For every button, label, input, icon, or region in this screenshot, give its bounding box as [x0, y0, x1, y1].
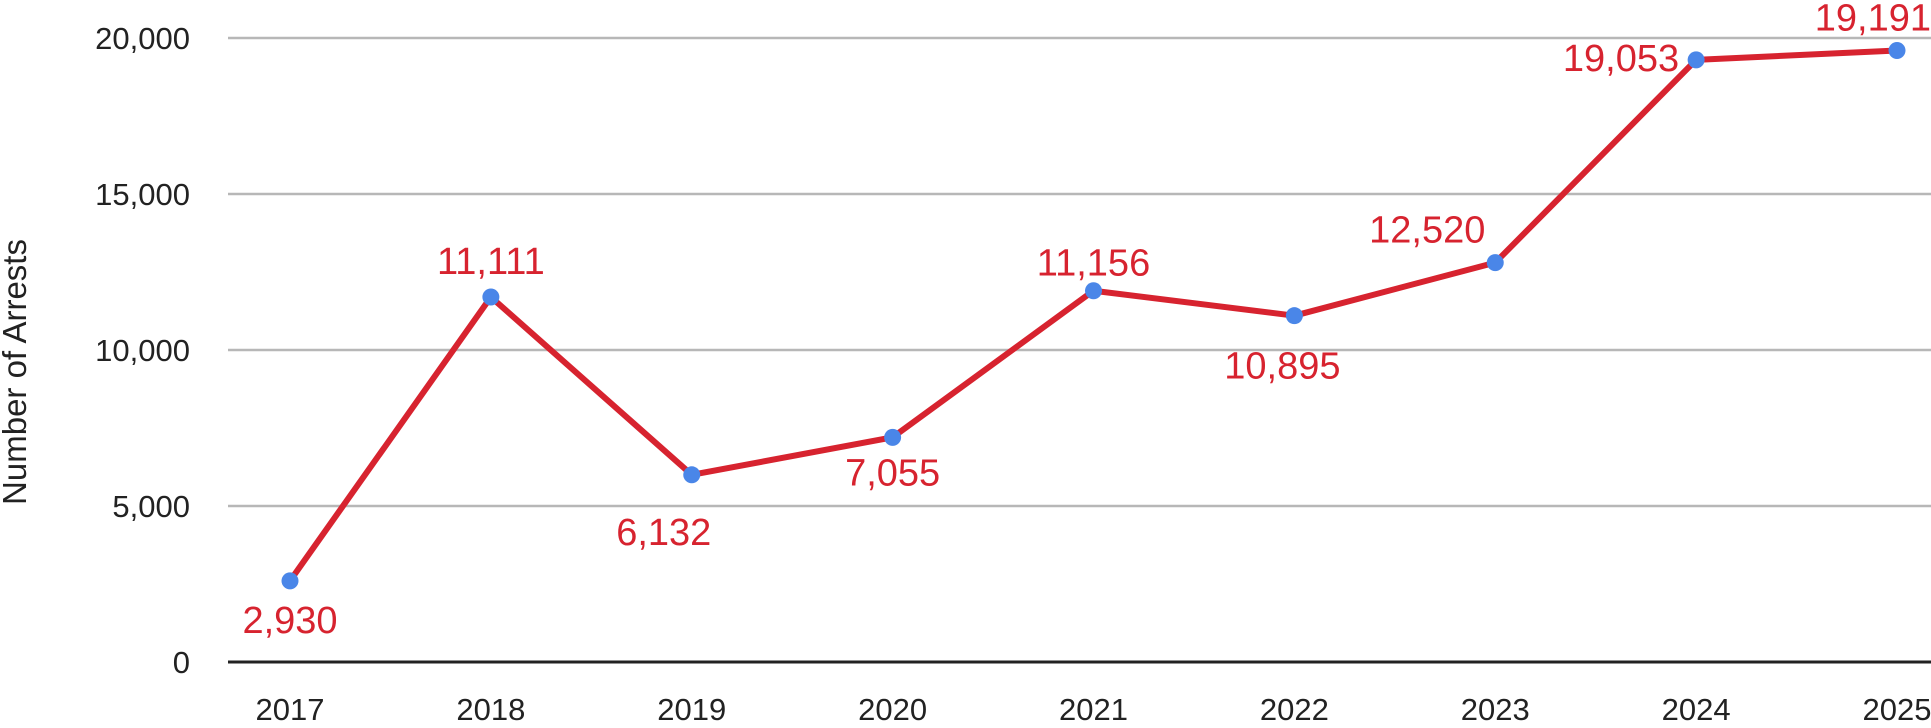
y-tick-labels: 0 5,000 10,000 15,000 20,000 [95, 21, 190, 680]
y-tick-label: 15,000 [95, 177, 190, 212]
gridlines [228, 36, 1931, 664]
data-point [1085, 282, 1102, 300]
data-point [1486, 254, 1504, 272]
data-label: 11,111 [437, 241, 545, 283]
data-label: 11,156 [1037, 243, 1150, 285]
data-point [683, 466, 701, 484]
x-tick-label: 2022 [1260, 692, 1329, 723]
x-tick-label: 2021 [1059, 692, 1128, 723]
y-tick-label: 20,000 [95, 21, 190, 56]
data-labels: 2,930 11,111 6,132 7,055 11,156 10,895 12,520 1… [242, 0, 1931, 642]
x-tick-label: 2018 [456, 692, 525, 723]
y-tick-label: 0 [173, 645, 190, 680]
data-point [281, 572, 299, 590]
data-point [1687, 51, 1705, 69]
data-label: 19,191 [1815, 0, 1931, 39]
data-point [1888, 41, 1906, 59]
data-label: 7,055 [845, 452, 940, 494]
x-tick-label: 2020 [858, 692, 927, 723]
data-point [884, 428, 902, 446]
data-point [1285, 307, 1303, 325]
data-label: 19,053 [1563, 38, 1679, 80]
y-tick-label: 5,000 [112, 489, 190, 524]
x-tick-label: 2019 [657, 692, 726, 723]
data-point [482, 288, 500, 306]
x-tick-label: 2017 [256, 692, 325, 723]
x-tick-label: 2024 [1662, 692, 1731, 723]
data-label: 12,520 [1369, 210, 1485, 252]
x-tick-labels: 2017 2018 2019 2020 2021 2022 2023 2024 2025 [256, 692, 1931, 727]
data-label: 10,895 [1224, 346, 1340, 388]
data-label: 2,930 [242, 600, 337, 642]
x-tick-label: 2025 [1863, 692, 1931, 723]
data-point-markers [281, 41, 1906, 590]
series-line [287, 47, 1900, 584]
x-tick-label: 2023 [1461, 692, 1530, 723]
series-line-layer [287, 47, 1900, 584]
y-tick-label: 10,000 [95, 333, 190, 368]
data-label: 6,132 [616, 512, 711, 554]
y-axis-title: Number of Arrests [0, 239, 33, 505]
